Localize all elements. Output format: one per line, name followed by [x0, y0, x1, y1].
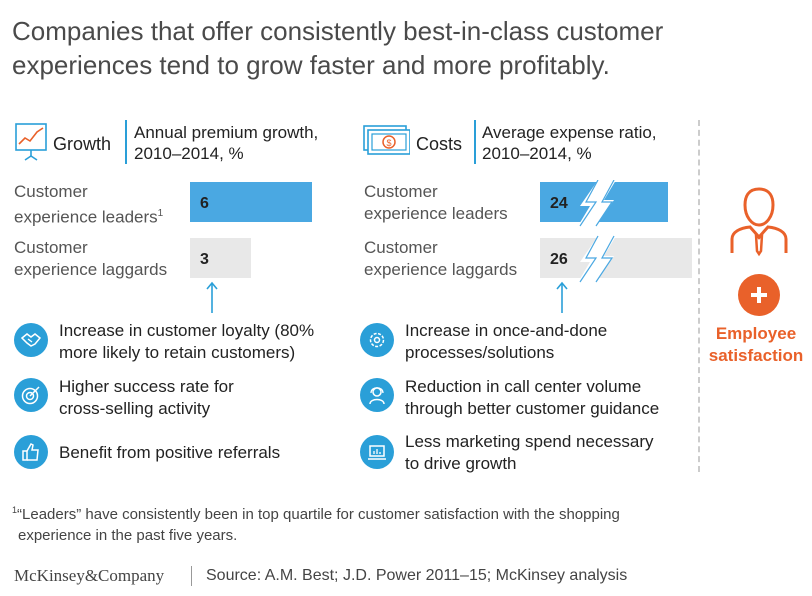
costs-metric-line1: Average expense ratio,	[482, 123, 657, 142]
costs-bar-laggards-value: 26	[550, 251, 568, 268]
costs-bar-chart: 24 26	[540, 180, 692, 283]
growth-row-leaders-label: Customer experience leaders1	[14, 181, 163, 229]
growth-bullet-1-line1: Increase in customer loyalty (80%	[59, 321, 315, 340]
brand-logo: McKinsey&Company	[14, 566, 165, 585]
costs-metric-line2: 2010–2014, %	[482, 144, 592, 163]
growth-bullet-2-line2: cross-selling activity	[59, 399, 211, 418]
costs-bullet-3: Less marketing spend necessary to drive …	[405, 431, 654, 475]
growth-label: Growth	[53, 134, 112, 154]
section-separator	[698, 120, 700, 472]
laptop-chart-icon	[360, 435, 394, 469]
costs-row-leaders-label: Customer experience leaders	[364, 181, 508, 225]
costs-bar-leaders-value: 24	[550, 195, 568, 212]
costs-bullet-1-line1: Increase in once-and-done	[405, 321, 608, 340]
growth-bullet-2-line1: Higher success rate for	[59, 377, 234, 396]
costs-bullet-2-line2: through better customer guidance	[405, 399, 660, 418]
footnote-mark: 1	[157, 208, 164, 219]
source-text: Source: A.M. Best; J.D. Power 2011–15; M…	[206, 567, 628, 584]
costs-arrow	[556, 281, 568, 313]
growth-bullet-2: Higher success rate for cross-selling ac…	[59, 376, 234, 420]
money-bill-icon: $	[362, 124, 411, 158]
footnote: 1“Leaders” have consistently been in top…	[12, 500, 802, 546]
growth-row-laggards-line1: Customer	[14, 238, 88, 257]
costs-bullet-3-line2: to drive growth	[405, 454, 517, 473]
growth-divider	[125, 120, 127, 164]
employee-label-line1: Employee	[715, 324, 797, 343]
costs-metric: Average expense ratio, 2010–2014, %	[482, 122, 657, 164]
svg-text:$: $	[386, 138, 391, 148]
growth-metric-line1: Annual premium growth,	[134, 123, 319, 142]
growth-bullet-3: Benefit from positive referrals	[59, 443, 281, 462]
costs-label: Costs	[416, 134, 463, 154]
costs-row-laggards-line1: Customer	[364, 238, 438, 257]
growth-bar-leaders-value: 6	[200, 195, 209, 212]
growth-metric: Annual premium growth, 2010–2014, %	[134, 122, 318, 164]
costs-row-laggards-line2: experience laggards	[364, 260, 518, 279]
costs-row-leaders-line1: Customer	[364, 182, 438, 201]
growth-row-leaders-line2: experience leaders	[14, 207, 158, 227]
page-title: Companies that offer consistently best-i…	[12, 16, 664, 80]
costs-bullet-2-line1: Reduction in call center volume	[405, 377, 642, 396]
growth-row-leaders-line1: Customer	[14, 182, 88, 201]
costs-divider	[474, 120, 476, 164]
employee-satisfaction-label: Employee satisfaction	[700, 323, 812, 367]
growth-bar-laggards	[190, 238, 251, 278]
costs-bullet-1-line2: processes/solutions	[405, 343, 555, 362]
footnote-line2: experience in the past five years.	[18, 527, 238, 544]
growth-chart-icon	[14, 122, 48, 162]
costs-axis-break	[578, 180, 616, 283]
costs-bullet-2: Reduction in call center volume through …	[405, 376, 659, 420]
growth-bar-chart: 6 3	[190, 182, 312, 278]
growth-arrow	[206, 281, 218, 313]
thumbs-up-icon	[14, 435, 48, 469]
employee-label-line2: satisfaction	[708, 346, 804, 365]
target-icon	[14, 378, 48, 412]
gear-icon	[360, 323, 394, 357]
growth-bullet-1: Increase in customer loyalty (80% more l…	[59, 320, 314, 364]
footnote-number: 1	[12, 505, 18, 515]
costs-row-leaders-line2: experience leaders	[364, 204, 508, 223]
brand-divider	[191, 566, 192, 586]
costs-bar-laggards	[540, 238, 692, 278]
costs-bullet-3-line1: Less marketing spend necessary	[405, 432, 654, 451]
employee-icon	[728, 185, 790, 257]
growth-row-laggards-label: Customer experience laggards	[14, 237, 167, 281]
growth-bar-leaders	[190, 182, 312, 222]
plus-icon	[738, 274, 780, 316]
costs-bullet-1: Increase in once-and-done processes/solu…	[405, 320, 607, 364]
growth-row-laggards-line2: experience laggards	[14, 260, 168, 279]
growth-bullet-1-line2: more likely to retain customers)	[59, 343, 296, 362]
growth-metric-line2: 2010–2014, %	[134, 144, 244, 163]
costs-row-laggards-label: Customer experience laggards	[364, 237, 517, 281]
call-agent-icon	[360, 378, 394, 412]
footnote-line1: “Leaders” have consistently been in top …	[17, 506, 620, 523]
growth-bar-laggards-value: 3	[200, 251, 209, 268]
handshake-icon	[14, 323, 48, 357]
